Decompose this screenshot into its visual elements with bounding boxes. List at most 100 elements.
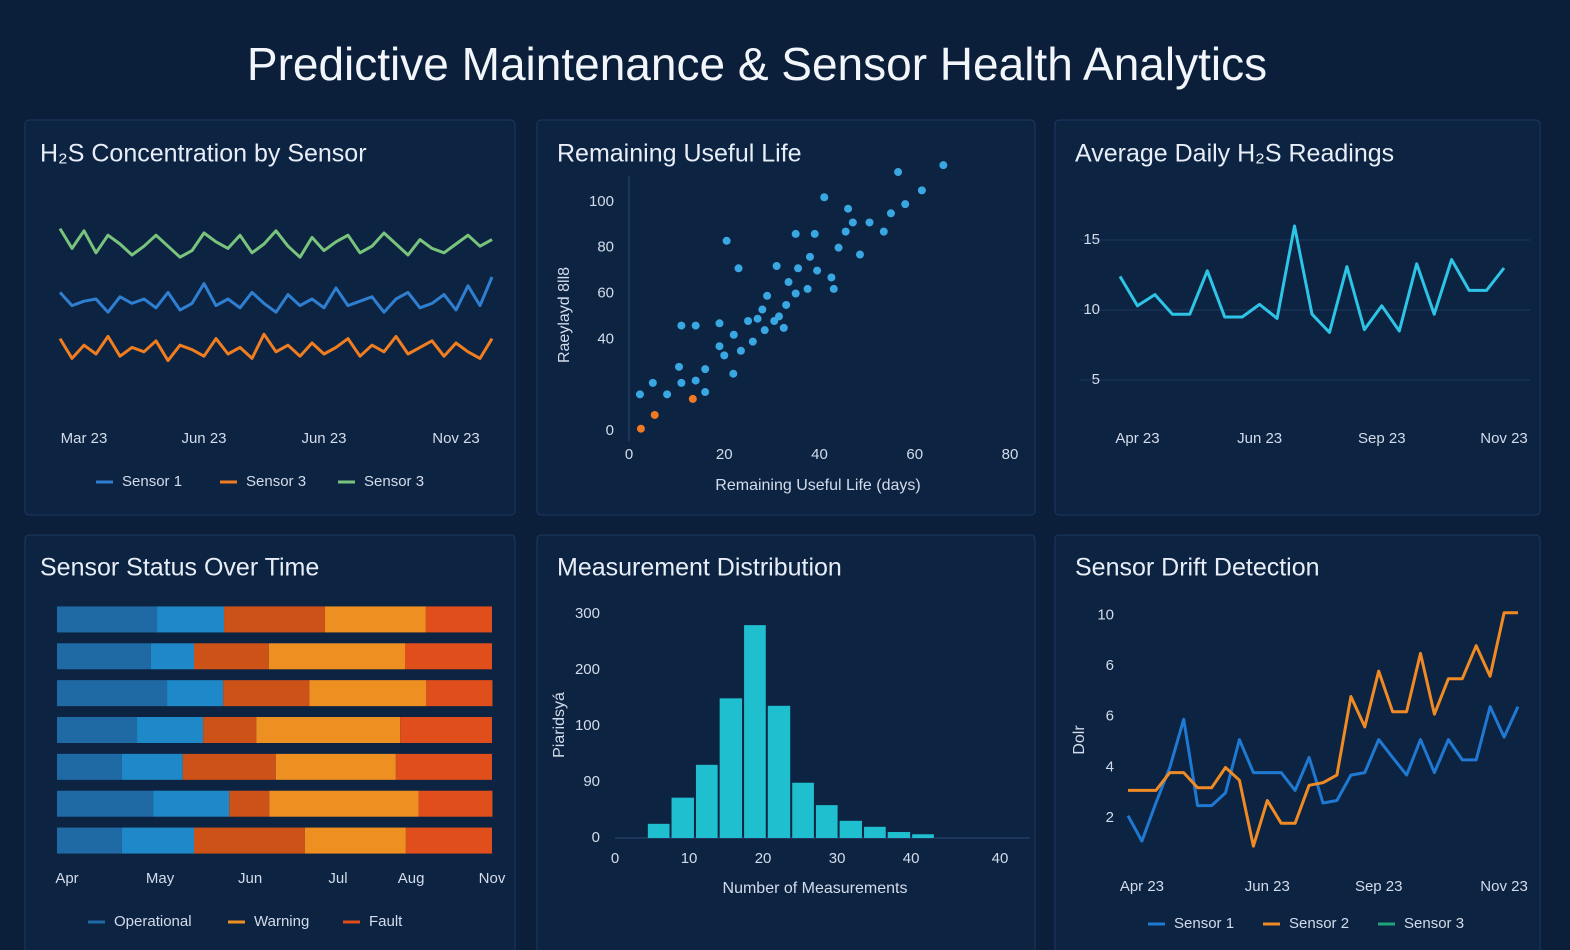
panel [536,119,1036,516]
panel-title: Average Daily H₂S Readings [1075,140,1394,168]
histogram-bar [719,698,743,838]
scatter-point [760,326,769,335]
histogram-bar [671,797,694,838]
scatter-point [648,378,657,387]
legend-label: Operational [114,913,192,930]
x-tick-label: 20 [716,446,733,463]
bar-segment [425,606,492,633]
bar-segment [121,753,183,780]
bar-segment [57,717,138,743]
histogram-bar [767,705,791,838]
bar-segment [223,680,310,707]
bar-segment [324,606,426,633]
histogram-bar [864,826,886,838]
y-tick-label: 6 [1106,657,1114,674]
scatter-point [886,209,895,218]
scatter-point [763,291,772,300]
x-tick-label: Sep 23 [1358,430,1406,447]
histogram-bar [695,764,718,838]
legend-label: Warning [254,913,309,930]
scatter-point [736,346,745,355]
bar-segment [57,606,158,633]
scatter-point [827,273,836,282]
x-tick-label: 30 [829,850,846,867]
bar-segment [121,827,195,854]
y-tick-label: 100 [589,193,614,210]
bar-segment [224,606,325,633]
scatter-point [803,284,812,293]
scatter-point [715,342,724,351]
scatter-point [691,321,700,330]
scatter-point [636,424,645,433]
y-tick-label: 100 [575,717,600,734]
scatter-point [841,227,850,236]
bar-segment [57,680,168,707]
bar-segment [304,827,406,854]
scatter-point [784,278,793,287]
scatter-point [691,376,700,385]
legend-label: Sensor 3 [364,473,424,490]
x-tick-label: Aug [398,870,425,887]
histogram-bar [839,820,863,838]
scatter-point [748,337,757,346]
bar-segment [309,680,427,707]
scatter-point [677,378,686,387]
x-tick-label: 0 [611,850,619,867]
x-tick-label: Apr 23 [1120,878,1164,895]
y-tick-label: 0 [606,422,614,439]
x-tick-label: Jun 23 [1237,430,1282,447]
bar-segment [418,790,493,817]
scatter-point [650,410,659,419]
scatter-point [701,365,710,374]
y-axis-label: Raeylayd 8ll8 [556,267,573,363]
scatter-point [894,168,903,177]
scatter-point [772,262,781,270]
x-tick-label: Sep 23 [1355,878,1403,895]
x-tick-label: Nov 23 [432,430,480,447]
y-tick-label: 0 [592,829,600,846]
bar-segment [395,753,492,780]
legend-label: Sensor 2 [1289,915,1349,932]
panel-title: Measurement Distribution [557,554,842,582]
y-tick-label: 4 [1106,758,1114,775]
panel-title: Sensor Status Over Time [40,554,319,582]
histogram-bar [887,832,911,838]
line-series [58,227,493,259]
scatter-point [865,218,874,227]
page-title: Predictive Maintenance & Sensor Health A… [247,38,1267,90]
bar-segment [182,753,276,780]
y-axis-label: Dolr [1071,725,1088,755]
histogram-bar [815,805,838,838]
y-tick-label: 2 [1106,809,1114,826]
x-tick-label: Jul [328,870,347,887]
scatter-point [688,394,697,403]
y-tick-label: 40 [597,330,614,347]
line-series [58,276,494,314]
bar-segment [137,717,204,743]
y-tick-label: 90 [583,773,600,790]
scatter-point [729,330,738,339]
scatter-point [813,266,822,275]
scatter-point [758,305,767,314]
x-tick-label: Nov 23 [1480,878,1528,895]
y-tick-label: 10 [1097,606,1114,623]
panel-title: Sensor Drift Detection [1075,554,1320,582]
scatter-point [791,289,800,298]
bar-segment [275,753,396,780]
scatter-point [753,314,762,323]
scatter-point [701,388,710,397]
scatter-point [794,264,803,273]
bar-segment [157,606,225,633]
scatter-point [810,229,819,238]
y-tick-label: 200 [575,661,600,678]
bar-segment [405,827,492,854]
scatter-point [820,193,829,202]
bar-segment [57,753,122,780]
bar-segment [405,643,492,670]
x-tick-label: Apr 23 [1115,430,1159,447]
legend-label: Sensor 1 [122,473,182,490]
x-tick-label: May [146,870,175,887]
x-tick-label: Nov 23 [1480,430,1528,447]
y-axis-label: Piaridsyá [551,692,568,758]
